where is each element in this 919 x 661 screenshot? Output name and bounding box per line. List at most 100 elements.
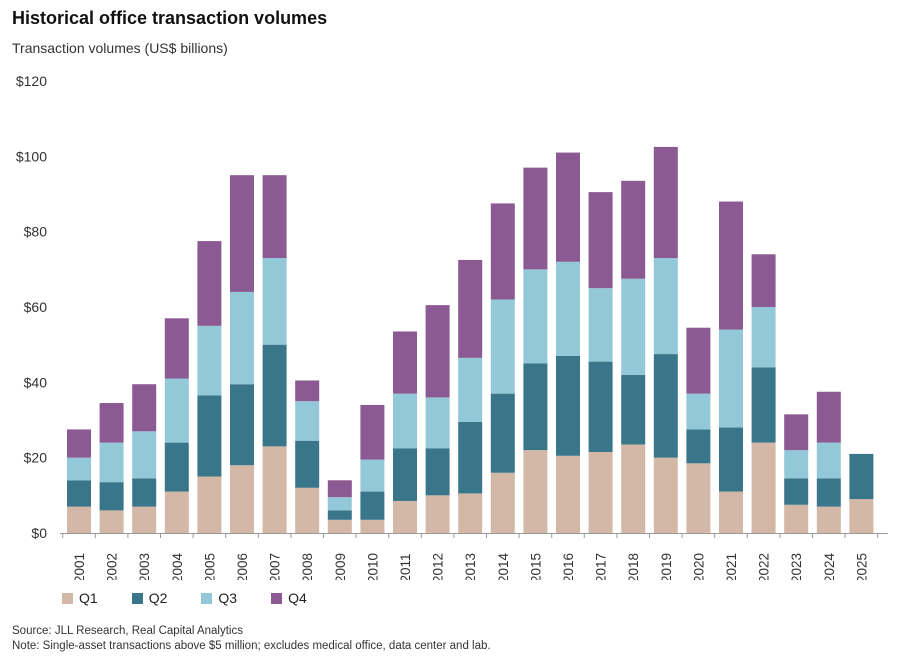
bar-2005-q3 — [197, 325, 222, 396]
x-tick-label: 2018 — [626, 553, 641, 580]
bar-2018-q3 — [621, 278, 646, 375]
bar-2015-q2 — [523, 363, 548, 451]
legend-label-q4: Q4 — [288, 590, 307, 606]
footnote: Note: Single-asset transactions above $5… — [12, 640, 491, 652]
bar-2002-q3 — [99, 442, 124, 483]
bar-2013-q1 — [458, 493, 483, 533]
x-tick-label: 2014 — [496, 552, 511, 580]
bar-2025-q2 — [849, 453, 874, 500]
legend-swatch-q1 — [62, 592, 73, 604]
bar-2023-q2 — [784, 478, 809, 505]
bar-2023-q3 — [784, 450, 809, 479]
bar-2001-q1 — [67, 506, 91, 533]
bar-2020-q2 — [686, 429, 711, 464]
x-tick-label: 2022 — [757, 553, 772, 580]
bar-2008-q2 — [295, 440, 320, 488]
bar-2012-q4 — [425, 305, 450, 398]
x-tick-label: 2023 — [789, 553, 804, 580]
bar-2006-q2 — [230, 384, 254, 466]
bar-2015-q1 — [523, 450, 548, 533]
stacked-bar-chart: $0 $20 $40 $60 $80 $100 $120 2001 2002 2003 2004 20… — [16, 73, 888, 580]
x-tick-label: 2021 — [724, 553, 739, 580]
legend-label-q1: Q1 — [79, 590, 98, 606]
bar-2009-q4 — [327, 480, 352, 498]
bar-2007-q1 — [262, 446, 287, 533]
bar-2016-q2 — [556, 355, 580, 456]
bar-2012-q1 — [425, 495, 450, 533]
bar-2004-q3 — [164, 378, 189, 443]
bar-2018-q2 — [621, 374, 646, 445]
bar-2002-q4 — [99, 403, 124, 443]
bar-2025-q1 — [849, 499, 874, 533]
bar-2010-q4 — [360, 404, 385, 460]
bar-2008-q1 — [295, 487, 320, 533]
bar-2011-q3 — [393, 393, 417, 449]
x-tick-label: 2025 — [854, 553, 869, 580]
bar-2002-q1 — [99, 510, 124, 533]
bar-2008-q3 — [295, 401, 320, 441]
bar-2005-q4 — [197, 241, 222, 326]
bar-2014-q2 — [490, 393, 515, 473]
bar-2003-q4 — [132, 384, 157, 432]
bar-2021-q2 — [719, 427, 743, 492]
bar-2020-q4 — [686, 327, 711, 394]
bar-2022-q4 — [751, 254, 776, 307]
chart-legend: Q1 Q2 Q3 Q4 — [62, 590, 341, 606]
x-tick-label: 2024 — [822, 552, 837, 580]
bar-2007-q2 — [262, 344, 287, 447]
bar-2006-q3 — [230, 291, 254, 385]
x-tick-label: 2020 — [691, 553, 706, 580]
x-tick-label: 2005 — [202, 553, 217, 580]
bar-2017-q4 — [588, 192, 613, 289]
legend-swatch-q2 — [131, 592, 143, 604]
x-tick-label: 2012 — [431, 553, 446, 580]
bar-2014-q3 — [490, 299, 515, 394]
bar-2010-q1 — [360, 519, 385, 533]
bar-2018-q1 — [621, 444, 646, 533]
bar-2009-q1 — [327, 519, 352, 533]
bar-2019-q4 — [653, 146, 678, 259]
bar-2003-q1 — [132, 506, 157, 533]
y-tick-label: $20 — [24, 450, 48, 466]
x-tick-label: 2001 — [72, 553, 87, 580]
bar-2006-q4 — [230, 175, 254, 292]
bar-2007-q4 — [262, 175, 287, 259]
x-tick-label: 2002 — [105, 553, 120, 580]
bar-2016-q4 — [556, 152, 580, 262]
bar-2022-q2 — [751, 367, 776, 443]
bar-2001-q2 — [67, 480, 91, 507]
bar-2013-q3 — [458, 357, 483, 422]
bar-2022-q1 — [751, 442, 776, 533]
y-axis-title: Transaction volumes (US$ billions) — [12, 40, 228, 56]
bar-2012-q3 — [425, 397, 450, 449]
x-tick-label: 2015 — [528, 553, 543, 580]
x-tick-label: 2006 — [235, 553, 250, 580]
legend-item-q1: Q1 — [62, 590, 98, 606]
bar-2019-q3 — [653, 258, 678, 355]
bar-2015-q3 — [523, 269, 548, 364]
legend-item-q4: Q4 — [271, 590, 307, 606]
legend-label-q2: Q2 — [148, 590, 168, 606]
bar-2001-q3 — [67, 457, 91, 481]
y-tick-label: $60 — [24, 299, 48, 315]
x-tick-label: 2016 — [561, 553, 576, 580]
y-tick-label: $0 — [31, 525, 47, 541]
bar-2003-q3 — [132, 431, 157, 479]
bar-2003-q2 — [132, 478, 157, 507]
bar-2017-q2 — [588, 361, 613, 453]
bar-2019-q1 — [653, 457, 678, 533]
bar-2024-q3 — [816, 442, 841, 479]
x-tick-label: 2010 — [365, 553, 380, 580]
legend-label-q3: Q3 — [218, 590, 238, 606]
x-tick-label: 2011 — [398, 553, 413, 580]
bar-2014-q4 — [490, 203, 515, 300]
bar-2023-q4 — [784, 414, 809, 451]
bar-2023-q1 — [784, 504, 809, 533]
bar-2020-q3 — [686, 393, 711, 430]
bar-2010-q3 — [360, 459, 385, 492]
bar-2024-q1 — [816, 506, 841, 533]
bar-2007-q3 — [262, 258, 287, 345]
bar-2021-q1 — [719, 491, 743, 533]
x-tick-label: 2004 — [170, 552, 185, 580]
x-tick-label: 2008 — [300, 553, 315, 580]
